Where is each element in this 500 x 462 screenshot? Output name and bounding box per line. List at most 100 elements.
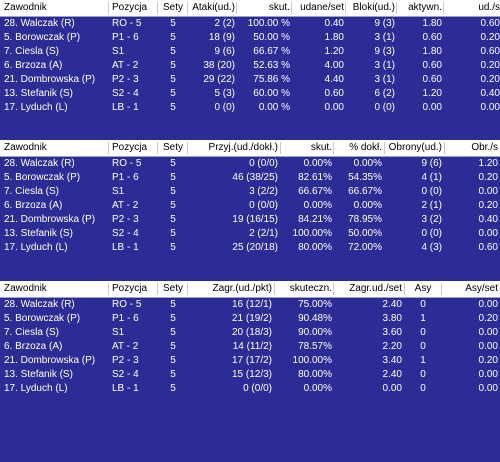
column-divider[interactable] bbox=[333, 283, 334, 295]
column-header-serve-eff[interactable]: skuteczn. bbox=[289, 283, 332, 294]
cell-sets: 5 bbox=[170, 369, 176, 380]
column-divider[interactable] bbox=[187, 283, 188, 295]
column-header-sets[interactable]: Sety bbox=[162, 283, 183, 294]
column-header-digs[interactable]: Obrony(ud.) bbox=[388, 142, 442, 153]
table-row[interactable]: 17. Lyduch (L) LB - 1 5 25 (20/18) 80.00% 72.… bbox=[0, 241, 500, 255]
table-row[interactable]: 21. Dombrowska (P) P2 - 3 5 29 (22) 75.86 % 4… bbox=[0, 73, 500, 87]
column-divider[interactable] bbox=[396, 2, 397, 14]
cell-reception-eff: 100.00% bbox=[292, 228, 332, 239]
cell-player: 5. Borowczak (P) bbox=[4, 172, 81, 183]
table-row[interactable]: 28. Walczak (R) RO - 5 5 0 (0/0) 0.00% 0.00% 9… bbox=[0, 157, 500, 171]
cell-position: LB - 1 bbox=[112, 102, 139, 113]
table-row[interactable]: 17. Lyduch (L) LB - 1 5 0 (0) 0.00 % 0.00 0 (0… bbox=[0, 101, 500, 115]
table-row[interactable]: 5. Borowczak (P) P1 - 6 5 21 (19/2) 90.48% 3.… bbox=[0, 312, 500, 326]
column-header-attacks-per-set[interactable]: udane/set bbox=[300, 2, 344, 13]
cell-attacks-per-set: 4.40 bbox=[324, 74, 344, 85]
column-divider[interactable] bbox=[384, 142, 385, 154]
cell-block-activity: 0.60 bbox=[422, 32, 442, 43]
column-header-position[interactable]: Pozycja bbox=[112, 283, 148, 294]
cell-sets: 5 bbox=[170, 88, 176, 99]
column-header-digs-per-set[interactable]: Obr./s bbox=[471, 142, 498, 153]
column-divider[interactable] bbox=[108, 2, 109, 14]
column-header-player[interactable]: Zawodnik bbox=[4, 142, 47, 153]
cell-serves-per-set: 2.40 bbox=[382, 299, 402, 310]
column-header-block-activity[interactable]: aktywn. bbox=[408, 2, 442, 13]
table-row[interactable]: 6. Brzoza (A) AT - 2 5 38 (20) 52.63 % 4.00 3 … bbox=[0, 59, 500, 73]
cell-reception-accuracy: 72.00% bbox=[348, 242, 382, 253]
column-header-position[interactable]: Pozycja bbox=[112, 2, 148, 13]
column-divider[interactable] bbox=[345, 2, 346, 14]
cell-reception-accuracy: 0.00% bbox=[353, 158, 382, 169]
table-row[interactable]: 5. Borowczak (P) P1 - 6 5 18 (9) 50.00 % 1.80… bbox=[0, 31, 500, 45]
column-header-player[interactable]: Zawodnik bbox=[4, 2, 47, 13]
column-header-attacks[interactable]: Ataki(ud.) bbox=[192, 2, 235, 13]
cell-digs: 3 (2) bbox=[421, 214, 442, 225]
table-row[interactable]: 6. Brzoza (A) AT - 2 5 14 (11/2) 78.57% 2.20 0… bbox=[0, 340, 500, 354]
cell-player: 17. Lyduch (L) bbox=[4, 383, 68, 394]
table-row[interactable]: 28. Walczak (R) RO - 5 5 2 (2) 100.00 % 0.40 9… bbox=[0, 17, 500, 31]
column-divider[interactable] bbox=[291, 2, 292, 14]
table-row[interactable]: 28. Walczak (R) RO - 5 5 16 (12/1) 75.00% 2.4… bbox=[0, 298, 500, 312]
cell-receptions: 25 (20/18) bbox=[232, 242, 278, 253]
column-header-attack-eff[interactable]: skut. bbox=[268, 2, 290, 13]
table-row[interactable]: 13. Stefanik (S) S2 - 4 5 2 (2/1) 100.00% 50.… bbox=[0, 227, 500, 241]
column-header-position[interactable]: Pozycja bbox=[112, 142, 148, 153]
cell-attacks-per-set: 1.20 bbox=[324, 46, 344, 57]
cell-sets: 5 bbox=[170, 313, 176, 324]
cell-blocks: 3 (1) bbox=[374, 74, 395, 85]
table-row[interactable]: 17. Lyduch (L) LB - 1 5 0 (0/0) 0.00% 0.00 0 0.… bbox=[0, 382, 500, 396]
cell-aces: 0 bbox=[420, 327, 426, 338]
cell-sets: 5 bbox=[170, 341, 176, 352]
table-row[interactable]: 13. Stefanik (S) S2 - 4 5 5 (3) 60.00 % 0.60 6… bbox=[0, 87, 500, 101]
column-header-aces-per-set[interactable]: Asy/set bbox=[465, 283, 498, 294]
column-divider[interactable] bbox=[274, 283, 275, 295]
column-header-sets[interactable]: Sety bbox=[162, 2, 183, 13]
table-row[interactable]: 13. Stefanik (S) S2 - 4 5 15 (12/3) 80.00% 2.… bbox=[0, 368, 500, 382]
table-row[interactable]: 7. Ciesla (S) S1 5 3 (2/2) 66.67% 66.67% 0 (0)… bbox=[0, 185, 500, 199]
column-header-reception-eff[interactable]: skut. bbox=[310, 142, 332, 153]
column-divider[interactable] bbox=[108, 142, 109, 154]
cell-block-activity: 0.60 bbox=[422, 74, 442, 85]
column-divider[interactable] bbox=[157, 283, 158, 295]
cell-receptions: 3 (2/2) bbox=[249, 186, 278, 197]
cell-reception-eff: 80.00% bbox=[298, 242, 332, 253]
column-divider[interactable] bbox=[443, 2, 444, 14]
column-divider[interactable] bbox=[157, 142, 158, 154]
column-header-aces[interactable]: Asy bbox=[414, 283, 432, 294]
table-row[interactable]: 21. Dombrowska (P) P2 - 3 5 17 (17/2) 100.00… bbox=[0, 354, 500, 368]
column-header-blocks[interactable]: Bloki(ud.) bbox=[352, 2, 395, 13]
column-divider[interactable] bbox=[187, 2, 188, 14]
column-divider[interactable] bbox=[441, 283, 442, 295]
column-header-blocks-per-set[interactable]: ud./s bbox=[478, 2, 500, 13]
column-header-receptions[interactable]: Przyj.(ud./dokł.) bbox=[208, 142, 278, 153]
column-divider[interactable] bbox=[444, 142, 445, 154]
cell-player: 7. Ciesla (S) bbox=[4, 327, 60, 338]
cell-attack-eff: 66.67 % bbox=[253, 46, 290, 57]
table-row[interactable]: 7. Ciesla (S) S1 5 9 (6) 66.67 % 1.20 9 (3) 1.8… bbox=[0, 45, 500, 59]
column-divider[interactable] bbox=[404, 283, 405, 295]
cell-position: AT - 2 bbox=[112, 200, 139, 211]
table-row[interactable]: 7. Ciesla (S) S1 5 20 (18/3) 90.00% 3.60 0 0.00 bbox=[0, 326, 500, 340]
cell-sets: 5 bbox=[170, 327, 176, 338]
cell-aces: 0 bbox=[420, 341, 426, 352]
column-divider[interactable] bbox=[333, 142, 334, 154]
table-row[interactable]: 6. Brzoza (A) AT - 2 5 0 (0/0) 0.00% 0.00% 2 (… bbox=[0, 199, 500, 213]
column-divider[interactable] bbox=[236, 2, 237, 14]
cell-reception-accuracy: 50.00% bbox=[348, 228, 382, 239]
column-divider[interactable] bbox=[157, 2, 158, 14]
table-row[interactable]: 5. Borowczak (P) P1 - 6 5 46 (38/25) 82.61% 5… bbox=[0, 171, 500, 185]
table-row[interactable]: 21. Dombrowska (P) P2 - 3 5 19 (16/15) 84.21… bbox=[0, 213, 500, 227]
cell-player: 21. Dombrowska (P) bbox=[4, 74, 96, 85]
cell-block-activity: 1.80 bbox=[422, 46, 442, 57]
cell-block-activity: 0.60 bbox=[422, 60, 442, 71]
column-divider[interactable] bbox=[108, 283, 109, 295]
column-header-serves[interactable]: Zagr.(ud./pkt) bbox=[212, 283, 272, 294]
cell-player: 17. Lyduch (L) bbox=[4, 102, 68, 113]
column-divider[interactable] bbox=[187, 142, 188, 154]
column-divider[interactable] bbox=[280, 142, 281, 154]
column-header-reception-accuracy[interactable]: % dokł. bbox=[349, 142, 382, 153]
column-header-serves-per-set[interactable]: Zagr.ud./set bbox=[349, 283, 402, 294]
column-header-player[interactable]: Zawodnik bbox=[4, 283, 47, 294]
cell-serve-eff: 90.00% bbox=[298, 327, 332, 338]
column-header-sets[interactable]: Sety bbox=[162, 142, 183, 153]
